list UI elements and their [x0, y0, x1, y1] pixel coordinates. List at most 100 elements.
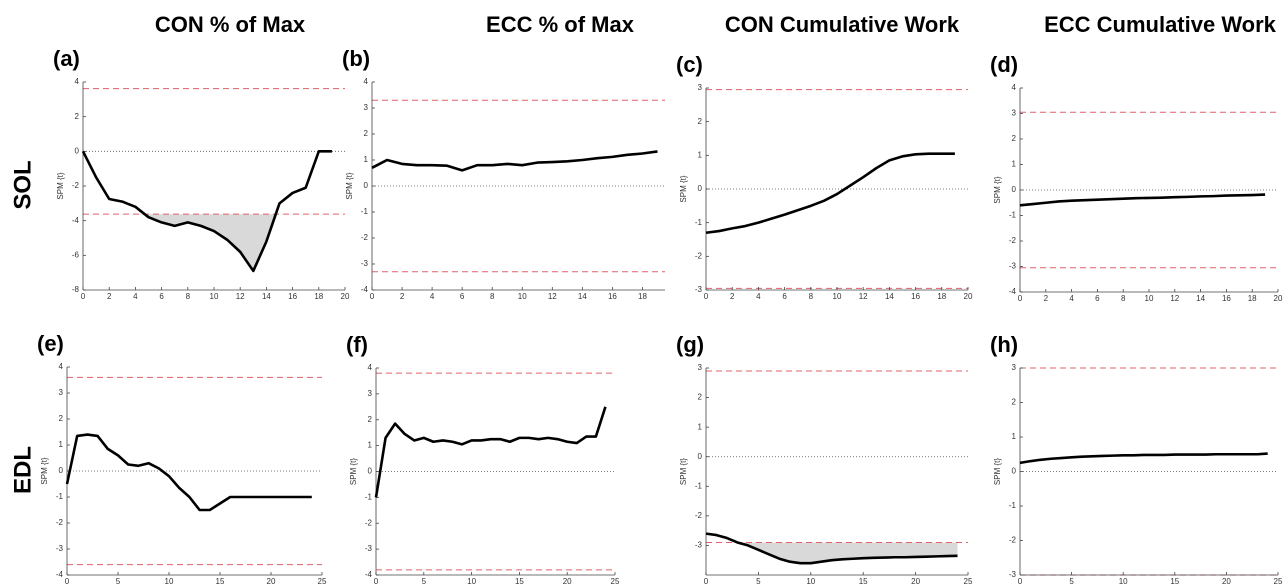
y-tick-label: 2 — [1012, 398, 1017, 407]
column-title: ECC Cumulative Work — [1044, 12, 1277, 37]
x-tick-label: 15 — [1170, 577, 1179, 585]
y-tick-label: 1 — [364, 155, 369, 164]
x-tick-label: 10 — [165, 577, 174, 585]
spm-curve — [1019, 452, 1268, 465]
suprathreshold-area — [372, 271, 658, 272]
panel-title: (g) — [676, 332, 704, 357]
x-tick-label: 16 — [911, 292, 920, 301]
suprathreshold-area — [1020, 368, 1268, 463]
x-tick-label: 6 — [460, 292, 465, 301]
y-tick-label: -2 — [695, 511, 703, 520]
x-tick-label: 0 — [704, 577, 709, 585]
y-axis-label: SPM {t} — [679, 458, 688, 485]
y-tick-label: -3 — [361, 259, 369, 268]
suprathreshold-area — [372, 100, 658, 101]
suprathreshold-area — [83, 89, 332, 271]
y-tick-label: 4 — [59, 362, 64, 371]
x-tick-label: 12 — [1170, 294, 1179, 303]
panel: (h) SPM {t} -3 -2 -1 0 1 2 3 0 5 10 15 20 25 — [990, 332, 1283, 585]
y-tick-label: 2 — [1012, 134, 1017, 143]
y-tick-label: 1 — [698, 422, 703, 431]
y-tick-label: 3 — [698, 83, 703, 92]
spm-curve — [705, 152, 955, 235]
y-tick-label: 4 — [1012, 83, 1017, 92]
y-tick-label: -3 — [1009, 262, 1017, 271]
x-tick-label: 10 — [518, 292, 527, 301]
y-tick-label: 2 — [368, 415, 373, 424]
y-tick-label: 2 — [75, 112, 80, 121]
x-tick-label: 4 — [133, 292, 138, 301]
suprathreshold-area — [737, 542, 958, 564]
y-tick-label: 4 — [368, 363, 373, 372]
spm-curve — [81, 150, 332, 273]
y-tick-label: 3 — [1012, 363, 1017, 372]
x-tick-label: 0 — [65, 577, 70, 585]
spm-curve — [65, 433, 312, 512]
panel-title: (b) — [342, 46, 370, 71]
x-tick-label: 8 — [186, 292, 191, 301]
x-tick-label: 12 — [548, 292, 557, 301]
x-tick-label: 5 — [422, 577, 427, 585]
panel: (e) SPM {t} -4 -3 -2 -1 0 1 2 3 4 0 5 10 15 20 25 — [37, 331, 327, 585]
y-tick-label: -6 — [72, 250, 80, 259]
column-title: CON Cumulative Work — [725, 12, 960, 37]
x-tick-label: 14 — [885, 292, 894, 301]
x-tick-label: 18 — [1248, 294, 1257, 303]
panel-title: (f) — [346, 332, 368, 357]
y-tick-label: 2 — [364, 129, 369, 138]
suprathreshold-area — [376, 407, 605, 570]
y-tick-label: -2 — [361, 233, 369, 242]
x-tick-label: 15 — [515, 577, 524, 585]
suprathreshold-area — [144, 214, 276, 271]
x-tick-label: 2 — [1044, 294, 1049, 303]
y-tick-label: -1 — [56, 492, 64, 501]
y-tick-label: 1 — [698, 150, 703, 159]
x-tick-label: 18 — [937, 292, 946, 301]
x-tick-label: 18 — [314, 292, 323, 301]
y-axis-label: SPM {t} — [993, 458, 1002, 485]
y-tick-label: 1 — [1012, 432, 1017, 441]
x-tick-label: 0 — [1018, 577, 1023, 585]
x-tick-label: 5 — [1069, 577, 1074, 585]
y-tick-label: -1 — [361, 207, 369, 216]
y-axis-label: SPM {t} — [349, 458, 358, 485]
x-tick-label: 4 — [756, 292, 761, 301]
y-tick-label: -4 — [365, 570, 373, 579]
spm-curve — [371, 150, 658, 172]
y-tick-label: 0 — [1012, 467, 1017, 476]
x-tick-label: 15 — [859, 577, 868, 585]
x-tick-label: 10 — [467, 577, 476, 585]
y-tick-label: -1 — [1009, 501, 1017, 510]
y-tick-label: 2 — [698, 117, 703, 126]
y-tick-label: -4 — [56, 570, 64, 579]
x-tick-label: 10 — [806, 577, 815, 585]
y-tick-label: 3 — [59, 388, 64, 397]
y-tick-label: 1 — [368, 441, 373, 450]
row-label: EDL — [9, 446, 36, 494]
y-axis-label: SPM {t} — [679, 175, 688, 202]
x-tick-label: 14 — [1196, 294, 1205, 303]
x-tick-label: 6 — [1095, 294, 1100, 303]
x-tick-label: 2 — [107, 292, 112, 301]
y-tick-label: 3 — [698, 363, 703, 372]
y-tick-label: -1 — [1009, 211, 1017, 220]
x-tick-label: 15 — [216, 577, 225, 585]
y-tick-label: 0 — [75, 146, 80, 155]
y-tick-label: -2 — [1009, 536, 1017, 545]
y-tick-label: -1 — [365, 492, 373, 501]
x-tick-label: 0 — [1018, 294, 1023, 303]
x-tick-label: 2 — [730, 292, 735, 301]
x-tick-label: 5 — [756, 577, 761, 585]
x-tick-label: 4 — [1069, 294, 1074, 303]
y-tick-label: -2 — [56, 518, 64, 527]
suprathreshold-area — [376, 373, 606, 374]
y-tick-label: 4 — [75, 77, 80, 86]
y-tick-label: 2 — [698, 393, 703, 402]
suprathreshold-area — [67, 564, 312, 565]
x-tick-label: 20 — [1222, 577, 1231, 585]
y-tick-label: -4 — [361, 285, 369, 294]
y-tick-label: 0 — [698, 452, 703, 461]
